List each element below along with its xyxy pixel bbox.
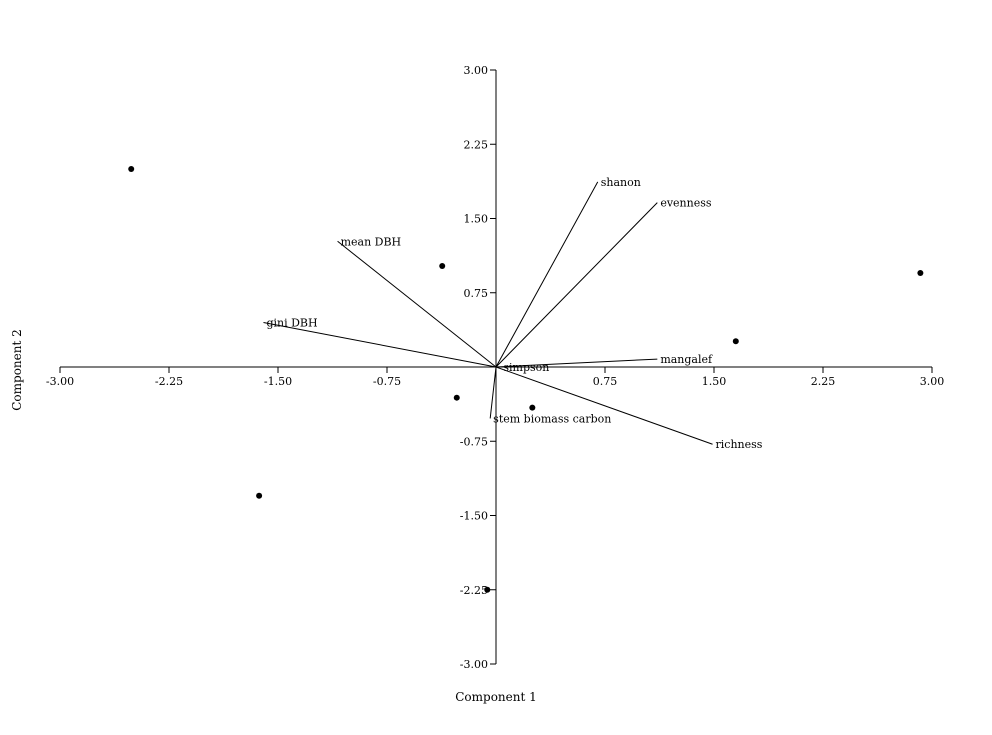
loading-vector [263,321,497,368]
score-point [453,394,460,401]
axes: -3.00 -2.25 -1.50 -0.75 0.75 1.50 2.25 3.00 3.00… [46,64,944,671]
x-tick-label: -0.75 [373,375,401,388]
x-tick-label: -1.50 [264,375,292,388]
score-point [128,166,135,172]
loading-vector [495,358,658,368]
loading-vector [495,181,599,368]
y-tick-label: 0.75 [464,287,489,300]
y-axis-title: Component 2 [10,329,24,411]
x-tick-label: -2.25 [155,375,183,388]
loading-label: gini DBH [266,316,317,329]
y-tick-label: 3.00 [464,64,489,77]
y-tick-label: -0.75 [460,435,488,448]
y-tick-label: 2.25 [464,138,489,151]
x-tick-label: 3.00 [920,375,945,388]
score-point [439,263,446,270]
score-point [484,586,491,593]
score-point [256,492,263,499]
score-point [732,338,739,345]
y-tick-label: -3.00 [460,658,488,671]
x-tick-label: -3.00 [46,375,74,388]
loading-vector [489,366,497,419]
loading-vector [495,202,658,368]
loading-label: shanon [601,176,641,189]
loading-vector [495,366,713,445]
x-axis-title: Component 1 [455,690,537,704]
score-point [917,269,924,276]
score-point [529,404,536,411]
x-tick-label: 1.50 [702,375,727,388]
loading-label: stem biomass carbon [493,412,611,425]
loading-label: evenness [660,197,712,210]
loading-label: richness [716,438,763,451]
loading-vectors: shanon evenness mean DBH gini DBH mangalef si… [263,176,763,451]
y-tick-label: 1.50 [464,213,489,226]
loading-label: mean DBH [341,235,402,248]
score-points [128,166,924,593]
x-tick-label: 0.75 [593,375,618,388]
loading-label: simpson [503,361,549,374]
y-tick-label: -2.25 [460,584,488,597]
y-tick-label: -1.50 [460,510,488,523]
loading-vector [337,240,497,368]
x-tick-label: 2.25 [811,375,836,388]
loading-label: mangalef [660,353,713,366]
